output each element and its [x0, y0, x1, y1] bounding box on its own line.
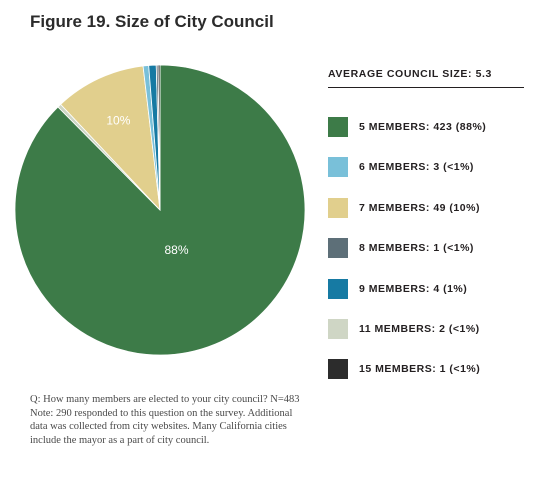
legend-item: 15 MEMBERS: 1 (<1%) [328, 359, 486, 380]
legend-divider [328, 87, 524, 88]
legend-label: 6 MEMBERS: 3 (<1%) [359, 161, 474, 174]
pie-slice [157, 64, 161, 211]
legend-label: 11 MEMBERS: 2 (<1%) [359, 322, 480, 335]
legend-item: 11 MEMBERS: 2 (<1%) [328, 318, 486, 339]
legend-label: 15 MEMBERS: 1 (<1%) [359, 363, 481, 376]
legend-label: 7 MEMBERS: 49 (10%) [359, 201, 480, 214]
legend-item: 8 MEMBERS: 1 (<1%) [328, 238, 486, 259]
legend-label: 5 MEMBERS: 423 (88%) [359, 121, 487, 133]
legend-swatch [328, 238, 348, 259]
pie-chart: 88% 10% [14, 64, 306, 356]
legend-swatch [328, 318, 348, 339]
legend-swatch [328, 278, 348, 299]
legend-title: AVERAGE COUNCIL SIZE: 5.3 [328, 68, 492, 80]
legend-label: 9 MEMBERS: 4 (1%) [359, 282, 468, 295]
survey-note: Q: How many members are elected to your … [30, 394, 300, 446]
chart-title: Figure 19. Size of City Council [30, 12, 274, 31]
slice-label: 88% [164, 243, 188, 257]
legend-item: 7 MEMBERS: 49 (10%) [328, 197, 486, 218]
legend: 5 MEMBERS: 423 (88%) 6 MEMBERS: 3 (<1%) … [328, 117, 486, 400]
pie-slice [60, 65, 161, 212]
legend-item: 5 MEMBERS: 423 (88%) [328, 117, 486, 137]
legend-swatch [328, 117, 348, 137]
slice-label: 10% [106, 114, 130, 128]
legend-swatch [328, 359, 348, 380]
legend-item: 9 MEMBERS: 4 (1%) [328, 278, 486, 299]
legend-swatch [328, 197, 348, 218]
legend-swatch [328, 157, 348, 178]
legend-item: 6 MEMBERS: 3 (<1%) [328, 157, 486, 178]
legend-label: 8 MEMBERS: 1 (<1%) [359, 242, 474, 255]
